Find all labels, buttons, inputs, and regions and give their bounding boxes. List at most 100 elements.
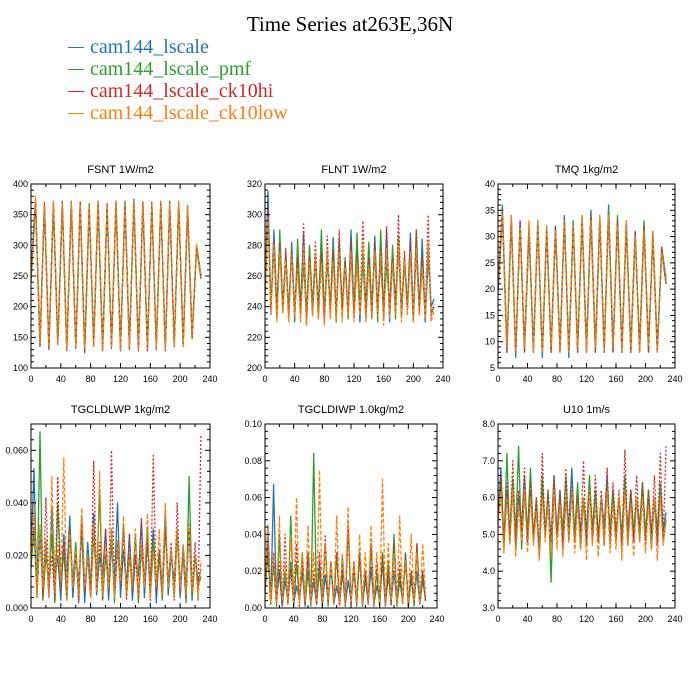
chart-panel: FLNT 1W/m2 0 40 80 120 160 200 240 200 220 240 260 2… — [247, 164, 451, 384]
legend-label: cam144_lscale_ck10hi — [90, 79, 274, 102]
x-tick-label: 40 — [290, 374, 300, 384]
x-tick-label: 0 — [262, 374, 267, 384]
legend-swatch — [68, 90, 84, 92]
x-tick-label: 120 — [579, 614, 594, 624]
series-line — [31, 200, 202, 352]
series-group — [265, 452, 427, 607]
x-tick-label: 80 — [86, 614, 96, 624]
x-tick-label: 120 — [113, 614, 128, 624]
panel-title: TGCLDLWP 1kg/m2 — [71, 404, 170, 416]
y-tick-label: 6.0 — [482, 493, 495, 503]
y-tick-label: 7.0 — [482, 456, 495, 466]
y-tick-label: 35 — [485, 205, 495, 215]
y-tick-label: 0.02 — [244, 566, 262, 576]
y-tick-label: 200 — [247, 363, 262, 373]
x-tick-label: 240 — [202, 614, 217, 624]
x-tick-label: 200 — [173, 614, 188, 624]
x-tick-label: 0 — [495, 374, 500, 384]
legend-swatch — [68, 46, 84, 48]
y-tick-label: 0.10 — [244, 419, 262, 429]
chart-panel: TGCLDLWP 1kg/m2 0 40 80 120 160 200 240 0.000 0.0… — [5, 404, 217, 624]
y-tick-label: 280 — [247, 240, 262, 250]
chart-panel: FSNT 1W/m2 0 40 80 120 160 200 240 100 150 200 250 3… — [13, 164, 218, 384]
x-tick-label: 120 — [346, 374, 361, 384]
legend: cam144_lscale cam144_lscale_pmf cam144_l… — [68, 36, 288, 124]
panel-title: TGCLDIWP 1.0kg/m2 — [298, 404, 404, 416]
series-line — [498, 209, 667, 353]
x-tick-label: 0 — [495, 614, 500, 624]
legend-item: cam144_lscale_pmf — [68, 58, 288, 80]
series-line — [31, 195, 202, 351]
x-tick-label: 160 — [608, 614, 623, 624]
x-tick-label: 80 — [319, 374, 329, 384]
y-tick-label: 200 — [13, 302, 28, 312]
x-tick-label: 40 — [522, 374, 532, 384]
series-line — [498, 446, 667, 550]
series-line — [31, 457, 202, 599]
x-tick-label: 120 — [113, 374, 128, 384]
series-group — [31, 195, 202, 354]
legend-label: cam144_lscale_pmf — [90, 57, 252, 80]
x-tick-label: 160 — [608, 374, 623, 384]
y-tick-label: 240 — [247, 302, 262, 312]
y-tick-label: 0.040 — [5, 498, 28, 508]
y-tick-label: 0.000 — [5, 603, 28, 613]
legend-label: cam144_lscale_ck10low — [90, 101, 288, 124]
legend-item: cam144_lscale_ck10low — [68, 102, 288, 124]
plot-frame — [264, 183, 444, 369]
y-tick-label: 30 — [485, 232, 495, 242]
x-tick-label: 40 — [56, 614, 66, 624]
y-tick-label: 400 — [13, 179, 28, 189]
x-tick-label: 160 — [143, 374, 158, 384]
x-tick-label: 40 — [56, 374, 66, 384]
series-line — [498, 489, 667, 561]
x-tick-label: 160 — [376, 374, 391, 384]
legend-item: cam144_lscale_ck10hi — [68, 80, 288, 102]
x-tick-label: 0 — [28, 614, 33, 624]
x-tick-label: 160 — [372, 614, 387, 624]
x-tick-label: 160 — [143, 614, 158, 624]
y-tick-label: 250 — [13, 271, 28, 281]
plot-frame — [497, 423, 676, 609]
y-tick-label: 0.04 — [244, 529, 262, 539]
series-group — [265, 191, 435, 326]
x-tick-label: 40 — [522, 614, 532, 624]
y-tick-label: 3.0 — [482, 603, 495, 613]
y-tick-label: 10 — [485, 337, 495, 347]
y-tick-label: 8.0 — [482, 419, 495, 429]
x-tick-label: 120 — [343, 614, 358, 624]
x-tick-label: 80 — [552, 614, 562, 624]
x-tick-label: 240 — [667, 614, 682, 624]
series-line — [265, 217, 435, 326]
y-tick-label: 260 — [247, 271, 262, 281]
x-tick-label: 240 — [667, 374, 682, 384]
y-tick-label: 320 — [247, 179, 262, 189]
series-line — [265, 469, 427, 605]
series-line — [31, 434, 202, 601]
x-tick-label: 0 — [28, 374, 33, 384]
y-tick-label: 5 — [490, 363, 495, 373]
x-tick-label: 80 — [317, 614, 327, 624]
y-tick-label: 15 — [485, 310, 495, 320]
figure-title: Time Series at263E,36N — [246, 12, 454, 36]
x-tick-label: 240 — [435, 374, 450, 384]
legend-swatch — [68, 68, 84, 70]
panel-title: TMQ 1kg/m2 — [555, 164, 619, 176]
panel-title: FLNT 1W/m2 — [321, 164, 386, 176]
y-tick-label: 300 — [13, 240, 28, 250]
legend-swatch — [68, 112, 84, 114]
x-tick-label: 0 — [262, 614, 267, 624]
y-tick-label: 5.0 — [482, 529, 495, 539]
x-tick-label: 200 — [173, 374, 188, 384]
series-group — [498, 204, 667, 359]
chart-panel: TGCLDIWP 1.0kg/m2 0 40 80 120 160 200 240 0.00 0.… — [244, 404, 444, 624]
x-tick-label: 200 — [406, 374, 421, 384]
y-tick-label: 0.020 — [5, 550, 28, 560]
series-group — [498, 445, 667, 583]
legend-item: cam144_lscale — [68, 36, 288, 58]
y-tick-label: 350 — [13, 210, 28, 220]
x-tick-label: 240 — [202, 374, 217, 384]
panel-title: FSNT 1W/m2 — [87, 164, 153, 176]
x-tick-label: 120 — [579, 374, 594, 384]
